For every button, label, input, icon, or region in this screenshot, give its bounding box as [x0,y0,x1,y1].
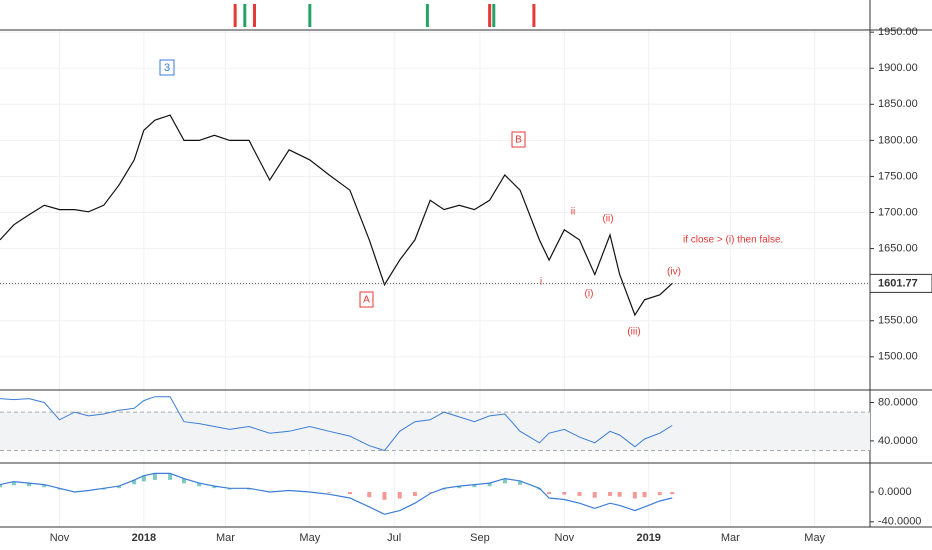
macd-histogram-bar [397,492,402,499]
macd-histogram-bar [518,480,523,485]
last-price-box [869,273,932,293]
macd-histogram-bar [327,492,332,493]
macd-histogram-bar [168,473,173,480]
macd-histogram-bar [562,492,567,495]
macd-histogram-bar [382,492,387,500]
macd-histogram-bar [607,492,612,496]
signal-marker [252,4,256,27]
signal-marker [492,4,496,27]
wave-label: (ii) [602,214,613,225]
x-tick-label: Nov [50,532,70,544]
y-tick-label: 1750.00 [878,170,918,182]
rsi-band [0,412,870,451]
y-tick-label: 1800.00 [878,134,918,146]
x-tick-label: 2019 [636,532,660,544]
macd-histogram-bar [116,486,121,489]
y-tick-label: 0.0000 [878,486,912,498]
y-tick-label: -40.0000 [878,516,921,528]
rsi-line [0,396,673,452]
wave-label: i [540,277,542,288]
x-tick-label: Jul [387,532,401,544]
macd-histogram-bar [441,488,446,490]
annotation-box [511,131,526,148]
signal-marker [308,4,312,27]
y-tick-label: 80.0000 [878,396,918,408]
y-tick-label: 1950.00 [878,26,918,38]
macd-histogram-bar [227,488,232,490]
macd-histogram-bar [457,486,462,489]
macd-histogram-bar [428,492,433,493]
wave-label: (iii) [627,327,640,338]
x-tick-label: 2018 [132,532,156,544]
wave-label: ii [571,207,575,218]
macd-histogram-bar [27,483,32,487]
macd-histogram-bar [42,484,47,488]
x-tick-label: Mar [216,532,235,544]
macd-histogram-bar [592,492,597,498]
y-tick-label: 1550.00 [878,315,918,327]
wave-label: 3 [164,62,170,74]
macd-histogram-bar [101,488,106,490]
macd-line [0,472,673,515]
y-tick-label: 1900.00 [878,62,918,74]
macd-histogram-bar [547,492,552,495]
x-tick-label: May [299,532,320,544]
y-tick-label: 40.0000 [878,435,918,447]
macd-histogram-bar [657,492,662,496]
signal-marker [532,4,536,27]
annotation-box [359,291,374,308]
note: if close > (i) then false. [683,235,783,246]
macd-histogram-bar [642,492,647,498]
macd-histogram-bar [670,492,675,495]
signal-marker [488,4,492,27]
y-tick-label: 1650.00 [878,243,918,255]
grid [0,30,870,527]
macd-histogram-bar [577,492,582,496]
x-tick-label: Mar [721,532,740,544]
macd-histogram-bar [367,492,372,498]
x-tick-label: Nov [555,532,575,544]
signal-marker [233,4,237,27]
macd-histogram-bar [0,484,2,488]
macd-histogram-bar [617,492,622,497]
wave-label: A [363,295,370,306]
y-tick-label: 1500.00 [878,351,918,363]
macd-histogram-bar [11,481,16,486]
macd-histogram-bar [347,492,352,495]
signal-marker [425,4,429,27]
macd-histogram-bar [141,475,146,482]
macd-histogram-bar [472,484,477,488]
macd-histogram-bar [132,480,137,485]
macd-histogram-bar [632,492,637,499]
signal-marker [243,4,247,27]
macd-histogram-bar [487,483,492,487]
y-tick-label: 1850.00 [878,98,918,110]
macd-histogram-bar [57,488,62,490]
annotations: 3 A B i ii (i) (ii) (iii) (iv) if close … [159,59,783,338]
wave-label: (iv) [667,267,681,278]
wave-label: (i) [585,289,594,300]
price-line [0,114,673,317]
x-tick-label: May [804,532,825,544]
last-price-label: 1601.77 [878,277,918,289]
macd-histogram-bar [246,488,251,490]
macd-histogram-bar [502,478,507,484]
x-tick-label: Sep [470,532,490,544]
macd-histogram-bar [212,486,217,489]
wave-label: B [515,135,522,146]
macd-histogram-bar [181,478,186,484]
macd-histogram-bar [412,492,417,496]
macd-histogram-bar [197,483,202,487]
macd-histogram-bar [152,473,157,480]
annotation-box [159,59,175,76]
y-tick-label: 1700.00 [878,206,918,218]
